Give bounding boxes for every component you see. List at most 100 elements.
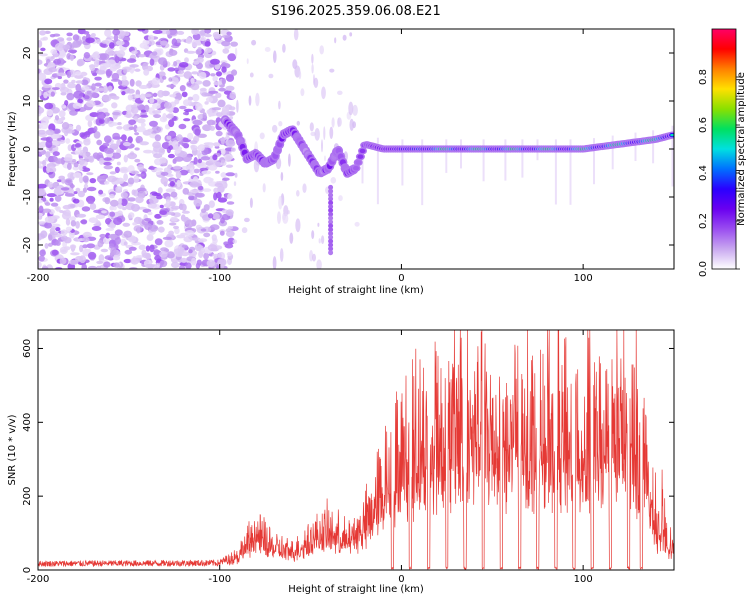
spectrogram-cell (39, 122, 49, 130)
spectrogram-cell (131, 203, 140, 212)
spectrogram-cell (189, 181, 200, 188)
spectrogram-cell (104, 29, 112, 37)
spectrogram-cell (311, 63, 314, 74)
spectrogram-cell (111, 152, 122, 159)
spectrogram-cell (56, 72, 67, 77)
spectrogram-cell (42, 208, 52, 213)
spectrogram-cell (75, 80, 83, 84)
snr-ytick-label: 600 (22, 339, 33, 358)
spectrogram-cell (151, 192, 162, 196)
spectrogram-cell (192, 119, 203, 126)
spectrogram-cell (105, 227, 115, 231)
spectrogram-cell (60, 104, 67, 109)
spectrogram-cell (159, 210, 168, 216)
spectrogram-cell (89, 203, 97, 210)
spectrogram-cell (55, 240, 61, 246)
spectrogram-cell (42, 159, 47, 167)
spectrogram-cell (65, 129, 75, 134)
spectrogram-cell (569, 139, 572, 205)
spectrogram-cell (204, 29, 212, 34)
spectrogram-cell (167, 153, 175, 159)
colorbar-tick-label: 0.0 (698, 261, 709, 277)
spectrogram-cell (248, 95, 252, 106)
spectrogram-cell (212, 142, 221, 147)
spectrogram-cell (76, 213, 87, 218)
spectrogram-cell (183, 235, 193, 243)
spectrogram-cell (169, 181, 175, 187)
spectrogram-cell (116, 177, 125, 184)
spectrogram-cell (255, 92, 260, 107)
spectrogram-cell (141, 249, 147, 257)
spectrogram-cell (59, 210, 64, 213)
spectrogram-cell (96, 175, 107, 183)
spectrogram-cell (117, 210, 123, 217)
spectrogram-cell (52, 87, 60, 91)
spectrogram-cell (49, 197, 54, 202)
spectrogram-cell (227, 53, 237, 62)
spectrogram-cell (149, 58, 155, 66)
colorbar-label: Normalized spectral amplitude (736, 72, 747, 226)
spectrogram-cell (101, 210, 107, 214)
spectrogram-cell (38, 72, 47, 81)
snr-series-line (37, 329, 675, 571)
spectrogram-cell (89, 112, 99, 118)
spectrogram-cell (352, 104, 358, 116)
spectrogram-cell (225, 209, 234, 217)
spectrogram-cell (70, 204, 76, 208)
spectrogram-cell (56, 179, 63, 183)
spectrogram-cell (64, 193, 75, 197)
spectrogram-cell (207, 109, 213, 118)
spectrogram-cell (62, 204, 72, 210)
spectrogram-cell (328, 196, 334, 202)
spectrogram-cell (203, 252, 210, 260)
spectrogram-cell (359, 148, 366, 154)
spectrogram-cell (45, 151, 51, 158)
spectrogram-cell (220, 148, 226, 155)
spectrogram-cell (241, 227, 248, 234)
spectrogram-cell (123, 258, 132, 264)
spectrogram-cell (212, 253, 221, 257)
spectrogram-cell (75, 187, 81, 192)
spectrogram-cell (55, 206, 61, 212)
spectrogram-cell (361, 144, 364, 184)
spectrogram-cell (328, 250, 334, 256)
spectrogram-cell (168, 29, 178, 36)
spectrogram-cell (206, 259, 216, 268)
spectrogram-cell (164, 239, 174, 248)
colorbar-gradient (711, 28, 737, 270)
spectrogram-cell (181, 203, 187, 211)
spectrogram-cell (278, 100, 281, 110)
spectrogram-cell (58, 49, 66, 57)
spectrogram-cell (95, 38, 101, 45)
spectrogram-cell (133, 216, 142, 225)
spectrogram-cell (98, 189, 104, 195)
spectrogram-cell (328, 200, 334, 206)
spectrogram-cell (73, 172, 82, 179)
spectrogram-cell (140, 122, 146, 127)
spectrogram-cell (190, 77, 195, 85)
spectrogram-cell (86, 186, 97, 192)
spectrogram-cell (112, 111, 121, 116)
spectrogram-cell (166, 113, 174, 119)
spectrogram-cell (165, 199, 171, 206)
spectrogram-cell (355, 160, 362, 165)
spectrogram-cell (97, 239, 104, 248)
spectrogram-cell (116, 161, 121, 166)
spectrogram-cell (353, 166, 359, 171)
spectrogram-cell (93, 126, 98, 132)
spectrogram-cell (54, 158, 64, 164)
spectrogram-cell (185, 219, 194, 228)
spectrogram-cell (156, 258, 162, 264)
spectrogram-cell (160, 247, 168, 252)
spectrogram-cell (147, 128, 154, 132)
spectrogram-cell (300, 88, 305, 97)
colorbar-tick-label: 0.6 (698, 117, 709, 133)
spectrogram-cell (52, 182, 58, 189)
spectrogram-cell (174, 227, 180, 235)
spectrogram-cell (230, 41, 239, 47)
spectrogram-cell (337, 90, 343, 96)
spectrogram-cell (38, 68, 41, 74)
spectrogram-cell (124, 249, 133, 255)
